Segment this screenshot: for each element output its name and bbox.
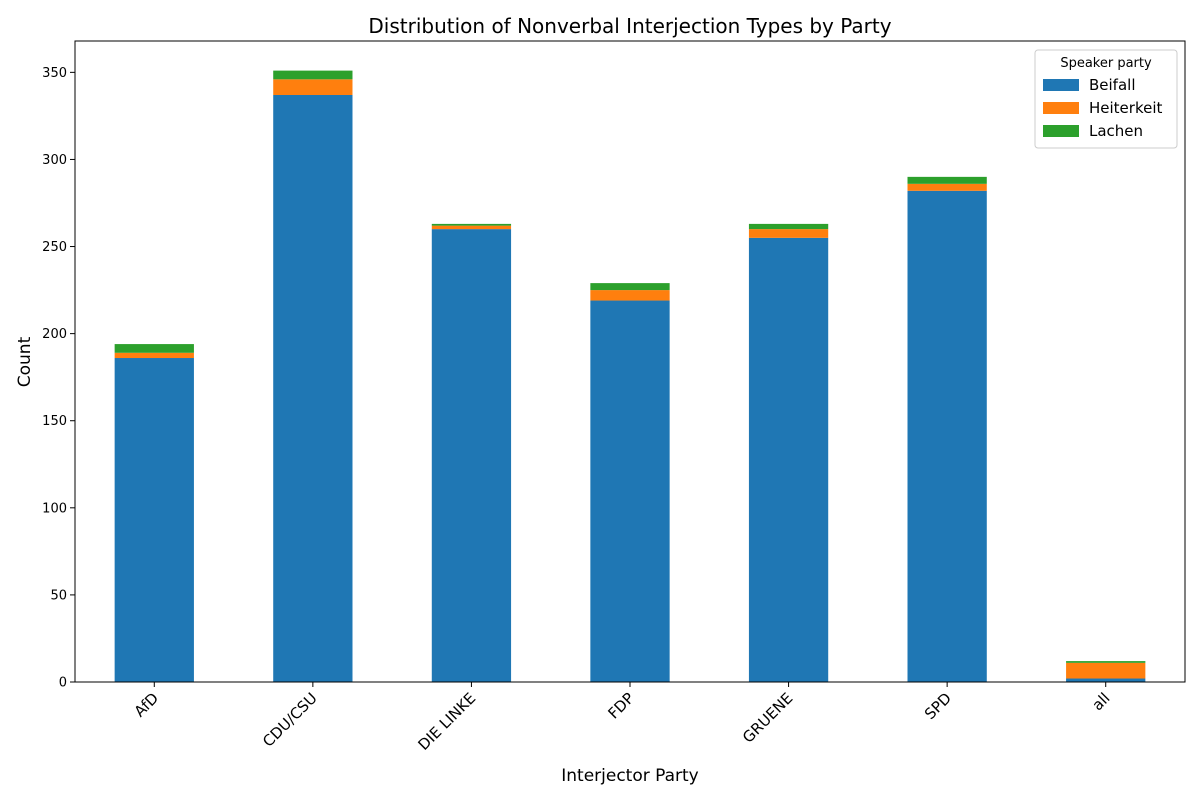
x-tick-label: SPD bbox=[921, 689, 955, 723]
x-tick-label: FDP bbox=[604, 689, 637, 722]
x-tick-label: all bbox=[1088, 689, 1113, 714]
y-axis-label: Count bbox=[15, 336, 35, 387]
bar-lachen-cdu-csu bbox=[273, 70, 353, 80]
legend: Speaker party Beifall Heiterkeit Lachen bbox=[1034, 49, 1178, 149]
y-tick-label: 200 bbox=[42, 327, 67, 342]
bar-lachen-fdp bbox=[590, 283, 670, 291]
y-tick-label: 100 bbox=[42, 501, 67, 516]
bar-lachen-gruene bbox=[748, 223, 829, 230]
bar-lachen-afd bbox=[114, 344, 194, 353]
bar-beifall-spd bbox=[907, 190, 987, 682]
bar-heiterkeit-spd bbox=[907, 183, 987, 191]
bar-lachen-all bbox=[1066, 661, 1146, 663]
y-axis: 0 50 100 150 200 250 300 350 bbox=[42, 66, 75, 691]
x-tick-label: CDU/CSU bbox=[259, 689, 321, 751]
legend-label-lachen: Lachen bbox=[1089, 122, 1143, 140]
bar-heiterkeit-die-linke bbox=[431, 225, 512, 230]
legend-swatch-beifall bbox=[1043, 79, 1079, 91]
bar-heiterkeit-cdu-csu bbox=[273, 79, 353, 95]
x-tick-label: DIE LINKE bbox=[415, 689, 480, 754]
chart-title: Distribution of Nonverbal Interjection T… bbox=[368, 14, 891, 38]
legend-swatch-heiterkeit bbox=[1043, 102, 1079, 114]
legend-box bbox=[1034, 49, 1178, 149]
y-tick-label: 300 bbox=[42, 153, 67, 168]
y-tick-label: 50 bbox=[50, 588, 67, 603]
y-tick-label: 350 bbox=[42, 66, 67, 81]
bar-beifall-cdu-csu bbox=[273, 94, 353, 682]
legend-title: Speaker party bbox=[1060, 56, 1152, 71]
y-tick-label: 250 bbox=[42, 240, 67, 255]
bar-beifall-fdp bbox=[590, 300, 670, 682]
bar-heiterkeit-all bbox=[1066, 662, 1146, 679]
bar-lachen-spd bbox=[907, 176, 987, 184]
y-tick-label: 0 bbox=[59, 676, 67, 691]
legend-label-heiterkeit: Heiterkeit bbox=[1089, 99, 1163, 117]
bar-heiterkeit-gruene bbox=[748, 229, 829, 238]
x-tick-label: AfD bbox=[131, 689, 163, 721]
bar-lachen-die-linke bbox=[431, 223, 512, 226]
bar-beifall-all bbox=[1066, 678, 1146, 682]
legend-items: Beifall Heiterkeit Lachen bbox=[1043, 76, 1163, 140]
bar-heiterkeit-fdp bbox=[590, 290, 670, 301]
bar-beifall-gruene bbox=[748, 237, 829, 683]
bar-beifall-die-linke bbox=[431, 229, 512, 682]
legend-swatch-lachen bbox=[1043, 125, 1079, 137]
x-tick-label: GRUENE bbox=[739, 689, 796, 746]
x-axis-label: Interjector Party bbox=[561, 766, 699, 786]
bar-heiterkeit-afd bbox=[114, 352, 194, 359]
x-axis: AfD CDU/CSU DIE LINKE FDP GRUENE SPD all bbox=[131, 682, 1114, 754]
legend-label-beifall: Beifall bbox=[1089, 76, 1136, 94]
y-tick-label: 150 bbox=[42, 414, 67, 429]
bars-layer bbox=[114, 70, 1146, 683]
bar-beifall-afd bbox=[114, 358, 194, 682]
plot-frame bbox=[74, 40, 1186, 683]
